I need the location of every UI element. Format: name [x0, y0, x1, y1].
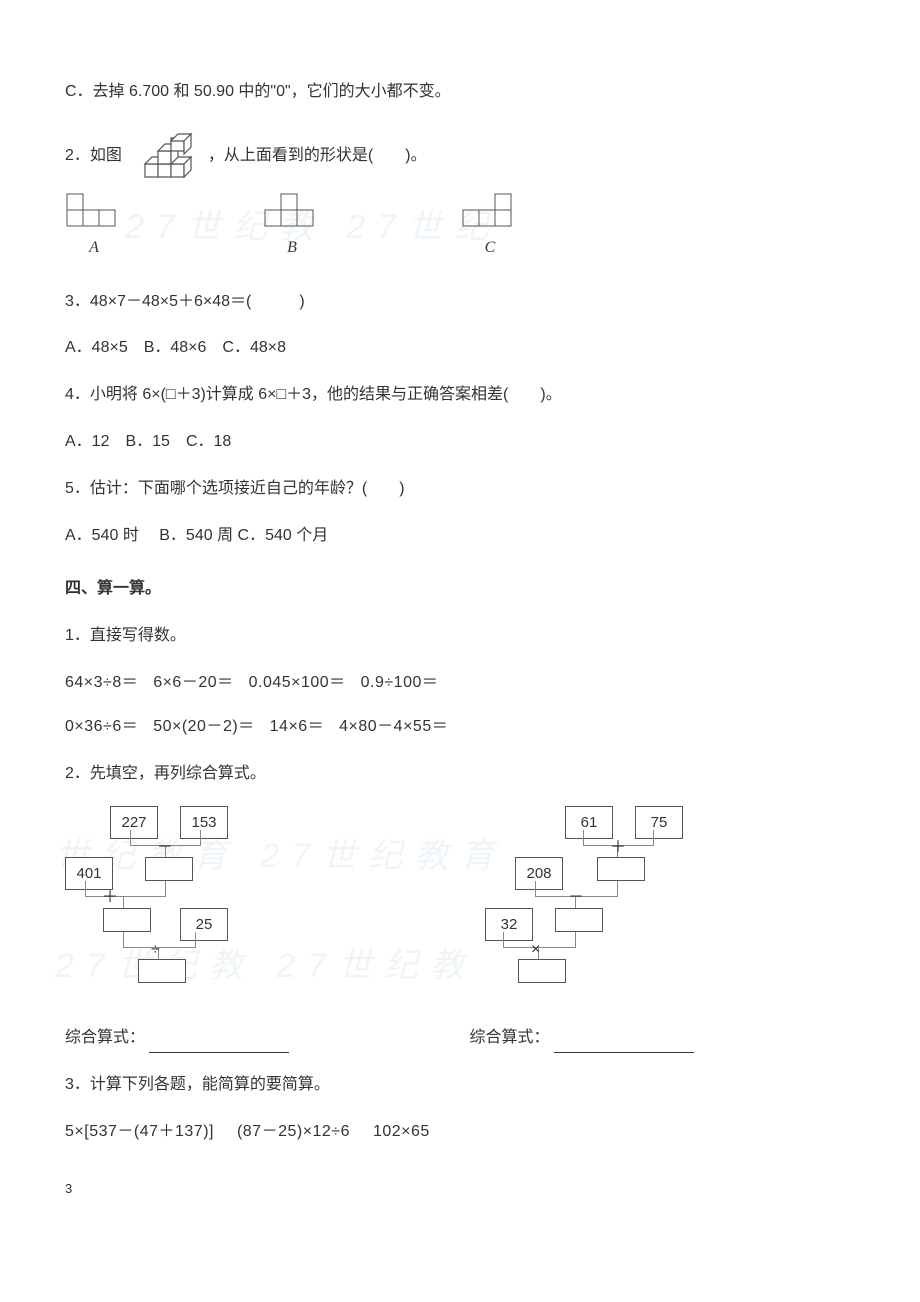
- flow-box-empty: [555, 908, 603, 932]
- question-5-stem: 5．估计：下面哪个选项接近自己的年龄？( ): [65, 475, 855, 504]
- flow-box-empty: [518, 959, 566, 983]
- q2-option-b: B: [263, 192, 321, 263]
- question-5-options: A．540 时 B．540 周 C．540 个月: [65, 522, 855, 551]
- q2-options: 27世纪教 27世纪 A B: [65, 192, 855, 263]
- q2-prefix: 2．如图: [65, 142, 122, 171]
- s4-sub2: 2．先填空，再列综合算式。: [65, 760, 855, 789]
- calc-expr: 4×80－4×55＝: [339, 713, 448, 742]
- shape-option-b-icon: [263, 192, 321, 232]
- option-a-label: A: [89, 234, 99, 263]
- flow-box-empty: [138, 959, 186, 983]
- calc-expr: 0×36÷6＝: [65, 713, 138, 742]
- option-c-label: C: [485, 234, 496, 263]
- shape-option-a-icon: [65, 192, 123, 232]
- s4-sub1: 1．直接写得数。: [65, 622, 855, 651]
- question-4-options: A．12 B．15 C．18: [65, 428, 855, 457]
- question-3-options: A．48×5 B．48×6 C．48×8: [65, 334, 855, 363]
- answer-blank[interactable]: [149, 1034, 289, 1053]
- calc-expr: 5×[537－(47＋137)]: [65, 1118, 214, 1147]
- q2-suffix: ，从上面看到的形状是( )。: [208, 142, 427, 171]
- formula-label: 综合算式：: [65, 1029, 145, 1046]
- section-4-heading: 四、算一算。: [65, 575, 855, 604]
- flow-box: 153: [180, 806, 228, 839]
- calc-row-3: 5×[537－(47＋137)] (87－25)×12÷6 102×65: [65, 1118, 855, 1147]
- q2-option-c: C: [461, 192, 519, 263]
- flow-box: 61: [565, 806, 613, 839]
- formula-row: 综合算式： 综合算式：: [65, 1024, 855, 1053]
- shape-option-c-icon: [461, 192, 519, 232]
- formula-label: 综合算式：: [469, 1029, 549, 1046]
- flow-box: 32: [485, 908, 533, 941]
- calc-expr: 102×65: [373, 1118, 430, 1147]
- calc-expr: 6×6－20＝: [153, 669, 233, 698]
- flow-box-empty: [145, 857, 193, 881]
- flow-box: 208: [515, 857, 563, 890]
- answer-blank[interactable]: [554, 1034, 694, 1053]
- calc-expr: 0.9÷100＝: [361, 669, 439, 698]
- calc-row-2: 0×36÷6＝ 50×(20－2)＝ 14×6＝ 4×80－4×55＝: [65, 713, 855, 742]
- flow-box: 227: [110, 806, 158, 839]
- q2-option-a: A: [65, 192, 123, 263]
- question-4-stem: 4．小明将 6×(□＋3)计算成 6×□＋3，他的结果与正确答案相差( )。: [65, 381, 855, 410]
- isometric-cubes-icon: [130, 132, 200, 182]
- flow-box-empty: [103, 908, 151, 932]
- question-2-stem: 2．如图 ，从上面看到的形状是( )。: [65, 132, 855, 182]
- flow-diagram-2: 61 75 ＋ 208 － 32 ×: [485, 806, 735, 1006]
- calc-expr: 0.045×100＝: [249, 669, 346, 698]
- calc-expr: 50×(20－2)＝: [153, 713, 255, 742]
- flow-box: 75: [635, 806, 683, 839]
- calc-expr: 64×3÷8＝: [65, 669, 138, 698]
- flow-box: 25: [180, 908, 228, 941]
- page-number: 3: [65, 1177, 855, 1200]
- calc-expr: (87－25)×12÷6: [237, 1118, 350, 1147]
- option-b-label: B: [287, 234, 297, 263]
- flow-diagram-1: 227 153 － 401 ＋ 25 ÷: [65, 806, 315, 1006]
- s4-sub3: 3．计算下列各题，能简算的要简算。: [65, 1071, 855, 1100]
- calc-row-1: 64×3÷8＝ 6×6－20＝ 0.045×100＝ 0.9÷100＝: [65, 669, 855, 698]
- flow-box-empty: [597, 857, 645, 881]
- calc-expr: 14×6＝: [270, 713, 325, 742]
- question-3-stem: 3．48×7－48×5＋6×48＝( ): [65, 288, 855, 317]
- option-c-statement: C．去掉 6.700 和 50.90 中的"0"，它们的大小都不变。: [65, 78, 855, 107]
